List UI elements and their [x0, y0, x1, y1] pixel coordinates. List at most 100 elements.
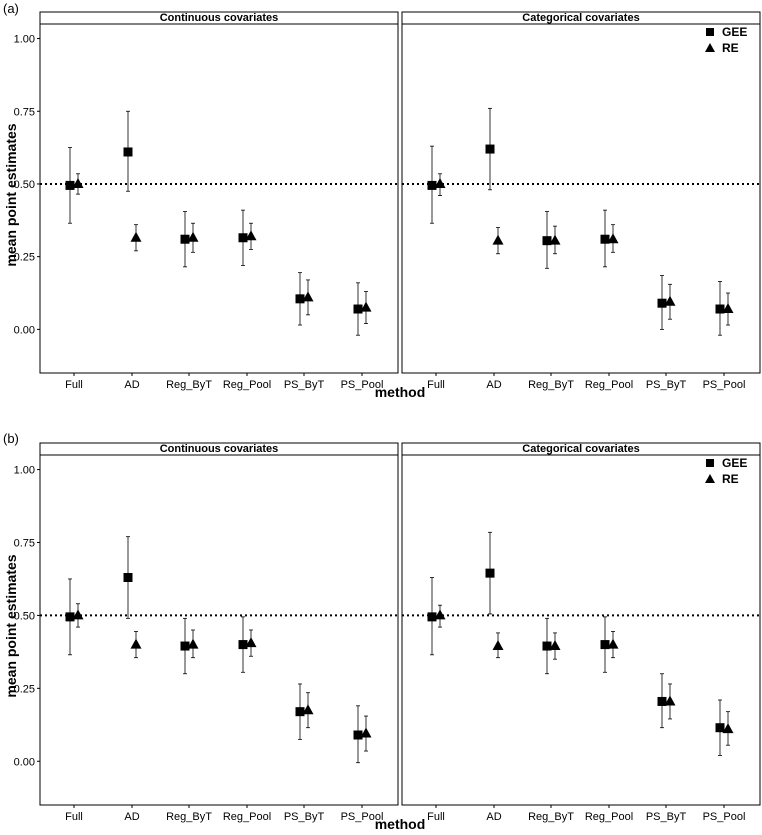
- gee-point: [542, 236, 552, 246]
- gee-point: [180, 234, 190, 244]
- y-tick-label: 0.50: [14, 610, 35, 622]
- re-point: [72, 177, 84, 188]
- x-tick-label: PS_Pool: [703, 811, 746, 823]
- gee-point: [600, 234, 610, 244]
- gee-point: [427, 612, 437, 622]
- re-point: [187, 638, 199, 649]
- x-tick-label: AD: [486, 811, 501, 823]
- gee-point: [485, 144, 495, 154]
- gee-point: [427, 180, 437, 190]
- figure-label: (a): [3, 1, 19, 16]
- re-point: [302, 704, 314, 715]
- re-point: [492, 234, 504, 245]
- gee-point: [542, 641, 552, 651]
- y-tick-label: 0.25: [14, 683, 35, 695]
- y-tick-label: 1.00: [14, 34, 35, 46]
- x-tick-label: Reg_Pool: [585, 379, 633, 391]
- y-axis-title: mean point estimates: [3, 123, 19, 266]
- legend-square-icon: [706, 28, 714, 36]
- gee-point: [123, 573, 133, 582]
- gee-point: [600, 640, 610, 650]
- legend-label: RE: [722, 41, 739, 55]
- x-tick-label: Full: [427, 811, 445, 823]
- re-point: [549, 640, 561, 651]
- re-point: [607, 638, 619, 649]
- x-tick-label: Reg_Pool: [585, 811, 633, 823]
- legend-label: GEE: [722, 456, 747, 470]
- gee-point: [715, 304, 725, 314]
- x-tick-label: Full: [427, 379, 445, 391]
- re-point: [434, 609, 446, 620]
- re-point: [130, 638, 142, 649]
- panel-a-categorical: Categorical covariates Full AD Reg_ByT Reg_P…: [401, 11, 761, 391]
- re-point: [360, 727, 372, 738]
- x-tick-label: Reg_Pool: [223, 379, 271, 391]
- re-point: [245, 637, 257, 648]
- gee-point: [238, 233, 248, 243]
- legend-label: GEE: [722, 25, 747, 39]
- y-axis-title: mean point estimates: [3, 554, 19, 697]
- legend-label: RE: [722, 472, 739, 486]
- re-point: [360, 301, 372, 312]
- re-point: [187, 231, 199, 242]
- re-point: [130, 231, 142, 242]
- figure-label: (b): [3, 431, 19, 446]
- x-tick-label: AD: [124, 379, 139, 391]
- panel-frame: [39, 442, 399, 806]
- x-tick-label: PS_Pool: [341, 379, 384, 391]
- re-point: [549, 234, 561, 245]
- facet-title: Continuous covariates: [160, 12, 279, 24]
- y-tick-label: 0.00: [14, 324, 35, 336]
- x-tick-label: AD: [486, 379, 501, 391]
- y-tick-label: 0.00: [14, 756, 35, 768]
- gee-point: [123, 147, 133, 157]
- x-tick-label: PS_Pool: [341, 811, 384, 823]
- x-axis-title: method: [375, 816, 426, 832]
- y-tick-label: 0.75: [14, 106, 35, 118]
- legend-triangle-icon: [705, 43, 715, 52]
- x-tick-label: Reg_Pool: [223, 811, 271, 823]
- y-tick-label: 0.75: [14, 538, 35, 550]
- re-point: [434, 177, 446, 188]
- panel-a-continuous: Continuous covariates 0.00 0.25 0.50 0.75 1.0…: [3, 1, 425, 400]
- legend-triangle-icon: [705, 474, 715, 483]
- re-point: [722, 723, 734, 734]
- x-tick-label: Reg_ByT: [166, 379, 212, 391]
- x-tick-label: Reg_ByT: [528, 811, 574, 823]
- x-tick-label: Reg_ByT: [528, 379, 574, 391]
- gee-point: [295, 707, 305, 717]
- legend: GEE RE: [705, 25, 747, 55]
- x-tick-label: Full: [65, 379, 83, 391]
- re-point: [722, 303, 734, 314]
- gee-point: [657, 298, 667, 308]
- gee-point: [295, 294, 305, 304]
- re-point: [664, 695, 676, 706]
- x-tick-label: Reg_ByT: [166, 811, 212, 823]
- gee-point: [238, 640, 248, 650]
- gee-point: [180, 641, 190, 651]
- x-tick-label: PS_ByT: [284, 379, 325, 391]
- facet-title: Categorical covariates: [522, 443, 639, 455]
- panel-frame: [39, 11, 399, 374]
- facet-title: Continuous covariates: [160, 443, 279, 455]
- re-point: [607, 233, 619, 244]
- y-tick-label: 1.00: [14, 465, 35, 477]
- x-axis-title: method: [375, 384, 426, 400]
- re-point: [302, 291, 314, 302]
- x-tick-label: PS_Pool: [703, 379, 746, 391]
- y-tick-label: 0.25: [14, 252, 35, 264]
- x-tick-label: PS_ByT: [646, 811, 687, 823]
- re-point: [245, 230, 257, 241]
- panel-frame: [401, 442, 761, 806]
- gee-point: [353, 730, 363, 740]
- gee-point: [65, 180, 75, 190]
- legend: GEE RE: [705, 456, 747, 486]
- y-tick-label: 0.50: [14, 179, 35, 191]
- x-tick-label: PS_ByT: [284, 811, 325, 823]
- panel-b-categorical: Categorical covariates Full AD Reg_ByT Reg_P…: [401, 442, 761, 823]
- re-point: [492, 640, 504, 651]
- facet-title: Categorical covariates: [522, 12, 639, 24]
- legend-square-icon: [706, 459, 714, 467]
- re-point: [72, 609, 84, 620]
